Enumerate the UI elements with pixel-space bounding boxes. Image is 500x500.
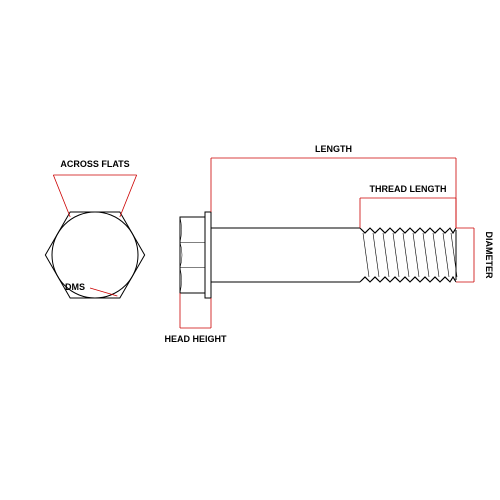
thread-helix-line [363, 233, 369, 277]
hex-head-outline [45, 212, 144, 298]
across-flats-ext-right [120, 175, 137, 217]
thread-helix-line [443, 233, 449, 277]
thread-length-label: THREAD LENGTH [370, 184, 447, 194]
thread-helix-line [383, 233, 389, 277]
head-height-label: HEAD HEIGHT [164, 334, 227, 344]
length-label: LENGTH [315, 144, 352, 154]
across-flats-label: ACROSS FLATS [60, 159, 129, 169]
diameter-label: DIAMETER [484, 232, 494, 280]
bolt-head-side [180, 217, 205, 293]
dms-leader [90, 288, 117, 296]
thread-helix-line [393, 233, 399, 277]
thread-helix-line [423, 233, 429, 277]
thread-helix-line [403, 233, 409, 277]
thread-helix-line [373, 233, 379, 277]
thread-helix-line [413, 233, 419, 277]
bolt-dimension-diagram: ACROSS FLATS DMS LENGTH THREAD LENGTH HEAD H… [0, 0, 500, 500]
thread-helix-line [433, 233, 439, 277]
bolt-flange [205, 212, 211, 298]
across-flats-ext-left [53, 175, 70, 217]
dms-label: DMS [65, 282, 85, 292]
